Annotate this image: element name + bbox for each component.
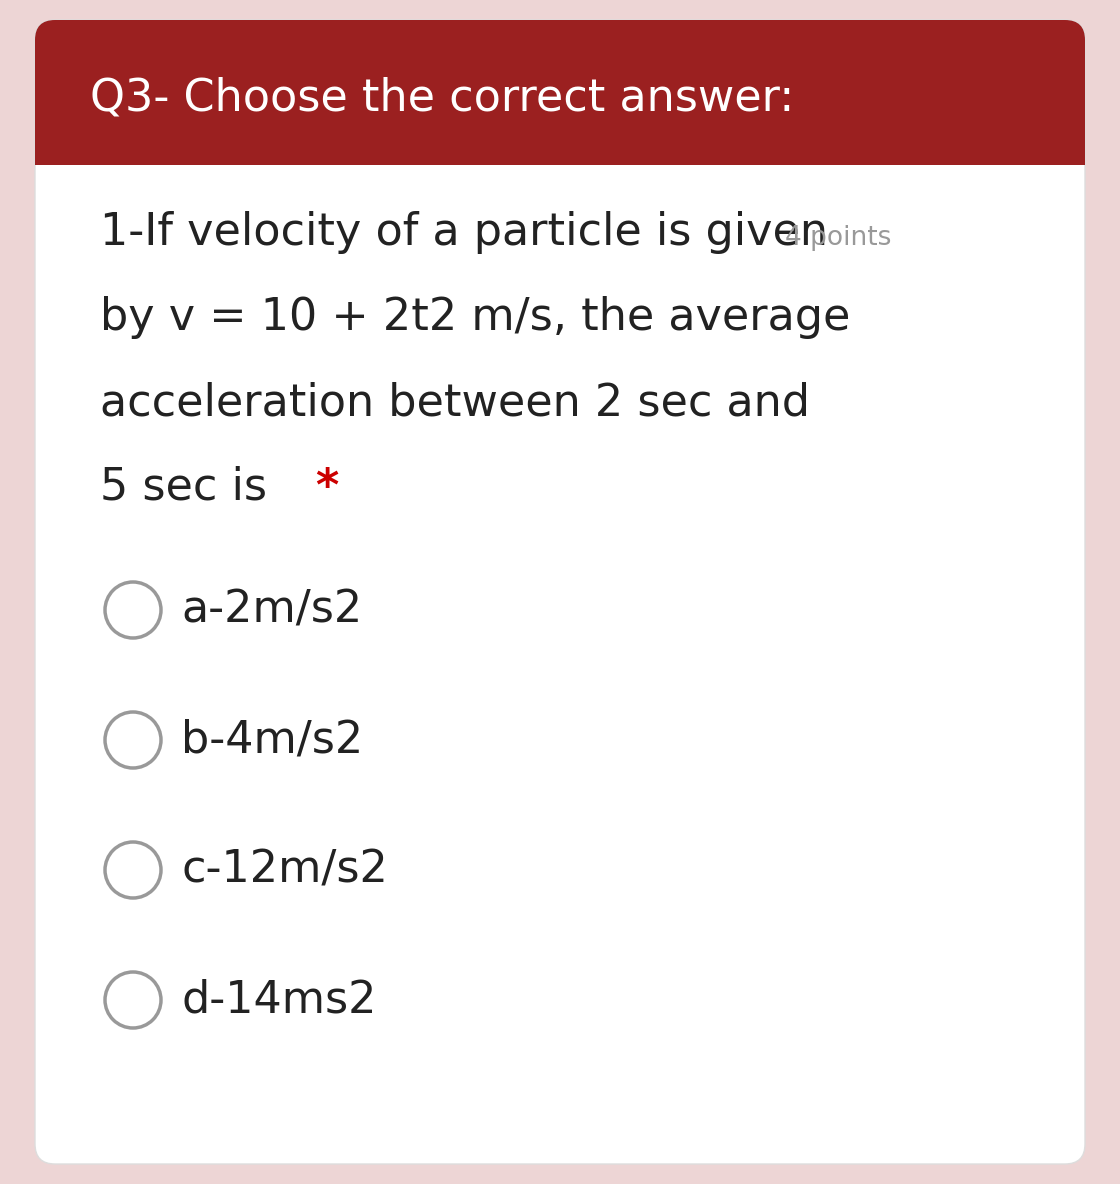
Text: 1-If velocity of a particle is given: 1-If velocity of a particle is given	[100, 211, 828, 255]
Text: a-2m/s2: a-2m/s2	[181, 588, 362, 631]
FancyBboxPatch shape	[35, 20, 1085, 1164]
Text: acceleration between 2 sec and: acceleration between 2 sec and	[100, 381, 810, 424]
Text: b-4m/s2: b-4m/s2	[181, 719, 363, 761]
Bar	[35, 140, 1085, 165]
FancyBboxPatch shape	[35, 20, 1085, 165]
Text: by v = 10 + 2t2 m/s, the average: by v = 10 + 2t2 m/s, the average	[100, 296, 850, 339]
Text: 5 sec is: 5 sec is	[100, 466, 281, 509]
Text: *: *	[315, 466, 338, 509]
Text: 4 points: 4 points	[785, 225, 892, 251]
Text: c-12m/s2: c-12m/s2	[181, 849, 388, 892]
Text: d-14ms2: d-14ms2	[181, 978, 376, 1022]
Text: Q3- Choose the correct answer:: Q3- Choose the correct answer:	[90, 76, 794, 120]
